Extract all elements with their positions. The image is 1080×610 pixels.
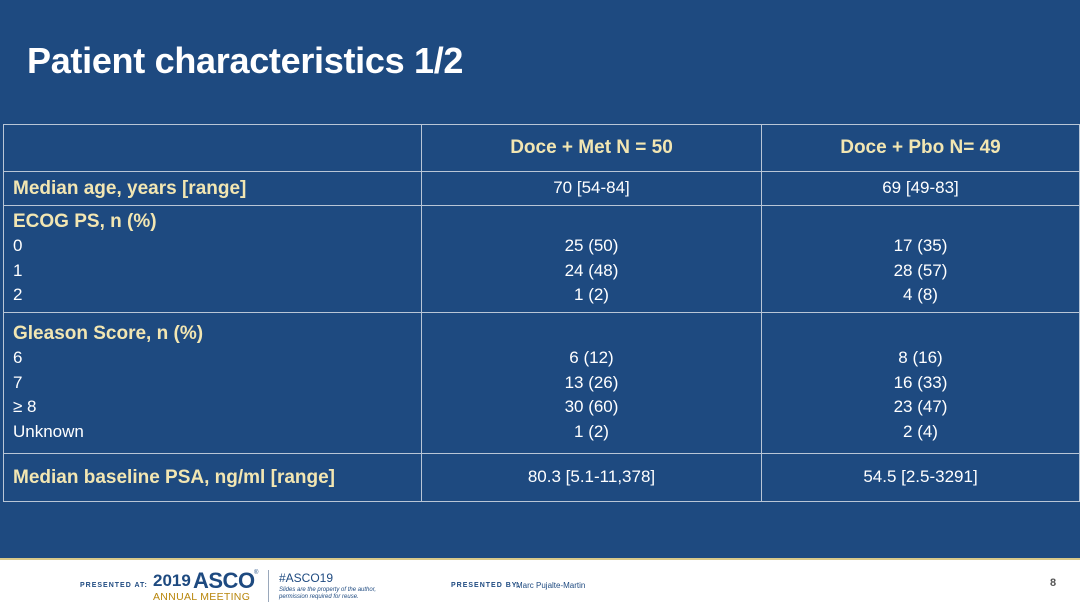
value-cell-met: 25 (50) 24 (48) 1 (2): [421, 205, 762, 313]
row-label-cell: ECOG PS, n (%) 0 1 2: [3, 205, 422, 313]
value-cell-met: 70 [54-84]: [421, 171, 762, 206]
value-cell-pbo: 17 (35) 28 (57) 4 (8): [761, 205, 1080, 313]
table-row-median-age: Median age, years [range] 70 [54-84] 69 …: [3, 171, 1080, 206]
value-cell-pbo: 8 (16) 16 (33) 23 (47) 2 (4): [761, 312, 1080, 454]
asco-year: 2019: [153, 571, 191, 590]
value-cell-pbo: 69 [49-83]: [761, 171, 1080, 206]
row-label: Median age, years [range]: [13, 177, 247, 199]
category-label: 0: [13, 236, 23, 256]
cell-value: 1 (2): [574, 421, 609, 441]
presented-by-label: PRESENTED BY:: [451, 582, 521, 589]
row-label-cell: Median age, years [range]: [3, 171, 422, 206]
patient-characteristics-table: Doce + Met N = 50 Doce + Pbo N= 49 Media…: [3, 124, 1080, 502]
cell-value: 4 (8): [903, 285, 938, 305]
presenter-name: Marc Pujalte-Martin: [516, 581, 586, 590]
row-label-cell: Median baseline PSA, ng/ml [range]: [3, 453, 422, 502]
cell-value: 23 (47): [893, 397, 948, 416]
asco-logo-text: ASCO: [193, 568, 255, 593]
cell-value: 2 (4): [903, 421, 938, 441]
category-label: ≥ 8: [13, 397, 37, 416]
row-label-cell: Gleason Score, n (%) 6 7 ≥ 8 Unknown: [3, 312, 422, 454]
slide-title: Patient characteristics 1/2: [27, 40, 464, 81]
table-row-gleason: Gleason Score, n (%) 6 7 ≥ 8 Unknown 6 (…: [3, 312, 1080, 454]
cell-value: 16 (33): [893, 372, 948, 392]
header-cell-empty: [3, 124, 422, 172]
category-label: 2: [13, 285, 23, 305]
cell-value: 13 (26): [564, 372, 619, 392]
table-row-psa: Median baseline PSA, ng/ml [range] 80.3 …: [3, 453, 1080, 502]
slide: Patient characteristics 1/2 Doce + Met N…: [0, 0, 1080, 558]
registered-mark: ®: [254, 570, 259, 576]
cell-value: 24 (48): [564, 260, 619, 280]
value-cell-pbo: 54.5 [2.5-3291]: [761, 453, 1080, 502]
table-header-row: Doce + Met N = 50 Doce + Pbo N= 49: [3, 124, 1080, 172]
value-cell-met: 80.3 [5.1-11,378]: [421, 453, 762, 502]
cell-value: 1 (2): [574, 285, 609, 305]
row-label: Gleason Score, n (%): [13, 323, 204, 344]
table-row-ecog: ECOG PS, n (%) 0 1 2 25 (50) 24 (48) 1 (…: [3, 205, 1080, 313]
disclaimer-line-1: Slides are the property of the author,: [279, 587, 377, 593]
row-label: ECOG PS, n (%): [13, 211, 157, 233]
cell-value: 30 (60): [564, 397, 619, 416]
cell-value: 28 (57): [893, 260, 948, 280]
category-label: Unknown: [13, 421, 84, 441]
cell-value: 25 (50): [564, 236, 619, 256]
category-label: 1: [13, 260, 23, 280]
value-cell-met: 6 (12) 13 (26) 30 (60) 1 (2): [421, 312, 762, 454]
disclaimer-line-2: permission required for reuse.: [279, 594, 359, 600]
header-cell-doce-met: Doce + Met N = 50: [421, 124, 762, 172]
cell-value: 6 (12): [569, 348, 614, 367]
footer: PRESENTED AT: 2019 ASCO ® ANNUAL MEETING…: [0, 558, 1080, 610]
cell-value: 17 (35): [893, 236, 948, 256]
annual-meeting-label: ANNUAL MEETING: [153, 591, 251, 603]
page-number: 8: [1050, 577, 1057, 589]
cell-value: 8 (16): [898, 348, 943, 367]
category-label: 6: [13, 348, 23, 367]
header-cell-doce-pbo: Doce + Pbo N= 49: [761, 124, 1080, 172]
presented-at-label: PRESENTED AT:: [80, 582, 148, 589]
category-label: 7: [13, 372, 23, 392]
hashtag: #ASCO19: [279, 571, 334, 585]
footer-divider: [268, 570, 269, 602]
row-label: Median baseline PSA, ng/ml [range]: [13, 466, 336, 488]
